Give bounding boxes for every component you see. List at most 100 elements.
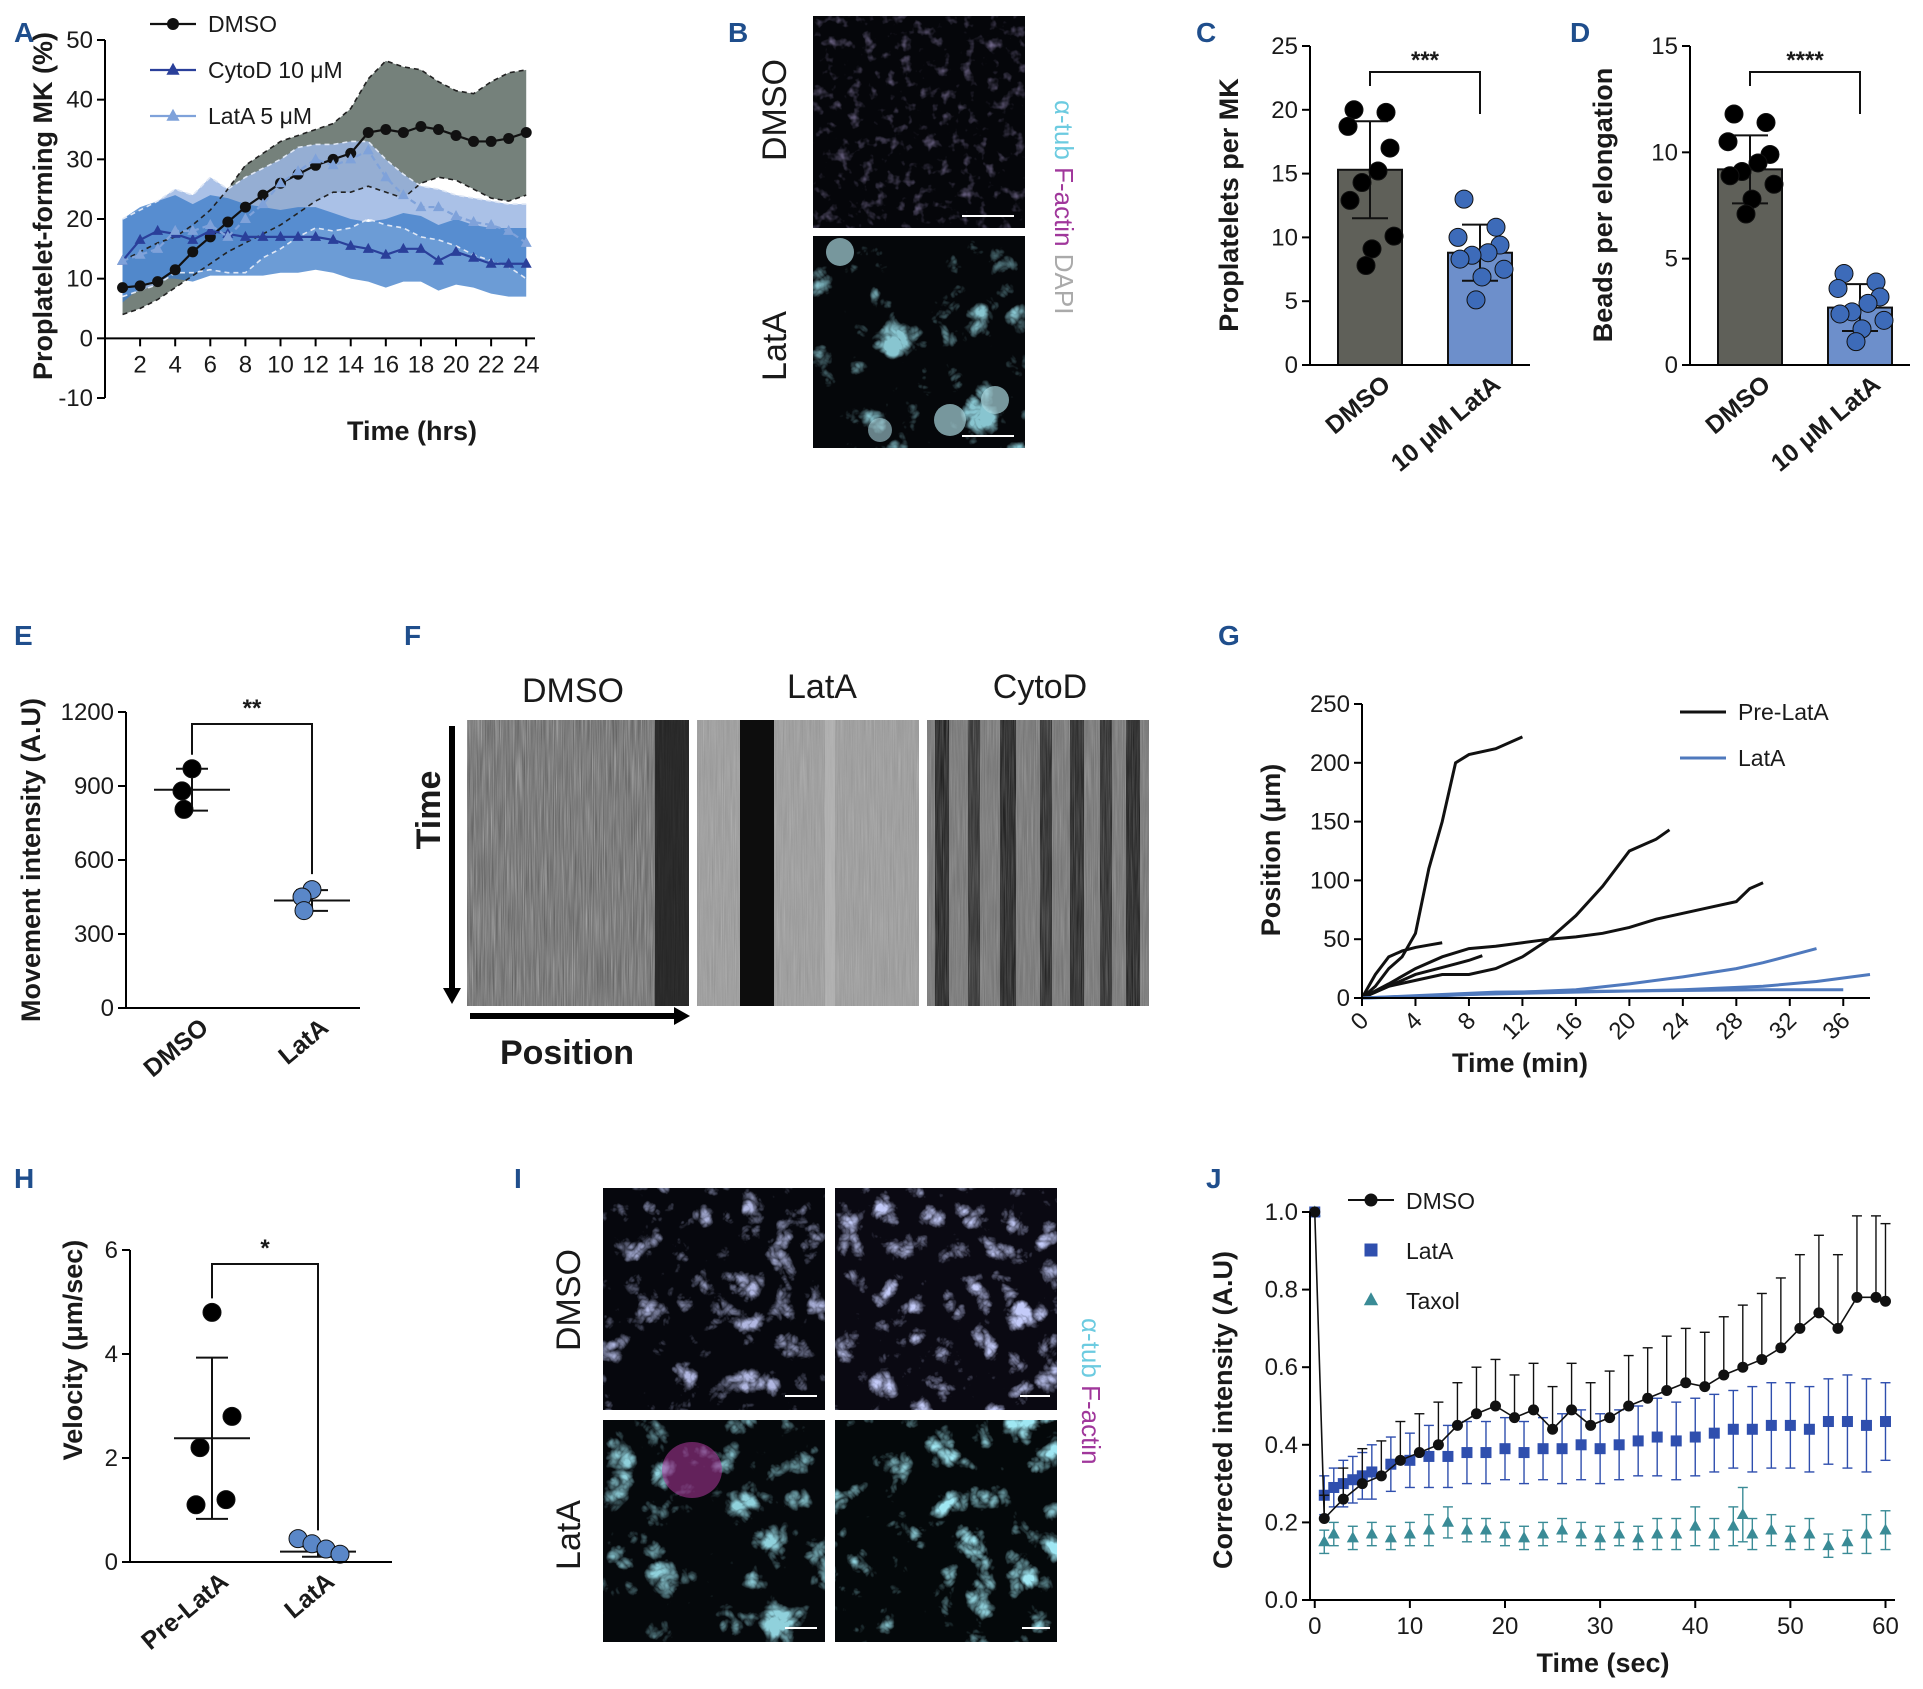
y-tick-label: 900 <box>74 773 114 800</box>
data-point <box>1356 255 1376 275</box>
data-point <box>1441 1515 1454 1527</box>
y-tick-label: 1200 <box>61 699 114 726</box>
panel-letter-f: F <box>404 620 421 651</box>
data-point <box>1537 1443 1549 1455</box>
data-point <box>1366 1466 1378 1478</box>
channel-alpha-tub: α-tub <box>1076 1318 1106 1378</box>
category-label: LatA <box>279 1567 340 1624</box>
data-point <box>330 1544 350 1564</box>
panel-a: A Proplatelet-forming MK (%) Time (hrs) … <box>14 11 540 446</box>
data-point <box>1858 293 1878 313</box>
y-tick-label: 25 <box>1271 33 1298 60</box>
x-tick-label: 18 <box>408 351 435 378</box>
x-tick-label: 28 <box>1711 1007 1749 1045</box>
y-tick-label: 0 <box>80 325 93 352</box>
data-point <box>1764 174 1784 194</box>
data-point <box>503 224 515 235</box>
data-point <box>345 239 357 250</box>
data-point <box>1384 1531 1397 1543</box>
panel-f-time-label: Time <box>410 771 448 850</box>
y-tick-label: 0.8 <box>1265 1277 1298 1304</box>
trace-0 <box>1361 735 1524 1000</box>
data-point <box>468 135 480 147</box>
data-point <box>1670 1527 1683 1539</box>
panel-letter-c: C <box>1196 17 1216 48</box>
data-point <box>1708 1527 1721 1539</box>
panel-b-image-lata <box>813 236 1025 448</box>
panel-f-col-label-lata: LatA <box>787 668 857 706</box>
x-tick-label: 12 <box>302 351 329 378</box>
data-point <box>1879 1523 1892 1535</box>
data-point <box>1756 113 1776 133</box>
data-point <box>1376 102 1396 122</box>
panel-c-y-axis-label: Proplatelets per MK <box>1214 78 1244 332</box>
y-tick-label: 4 <box>105 1341 118 1368</box>
data-point <box>1547 1423 1559 1435</box>
data-point <box>1460 1523 1474 1535</box>
data-point <box>1478 243 1498 263</box>
data-point <box>1689 1519 1702 1531</box>
data-point <box>1813 1307 1825 1319</box>
y-tick-label: 0 <box>1337 985 1350 1012</box>
y-tick-label: 6 <box>105 1237 118 1264</box>
data-point <box>292 230 304 241</box>
data-point <box>1337 1493 1349 1505</box>
y-tick-label: 15 <box>1651 33 1678 60</box>
data-point <box>1775 1342 1787 1354</box>
data-point <box>1432 1439 1444 1451</box>
data-point <box>1822 1539 1835 1551</box>
data-point <box>117 282 129 294</box>
x-tick-label: 20 <box>1604 1007 1642 1045</box>
data-point <box>1736 204 1756 224</box>
y-tick-label: 200 <box>1310 750 1350 777</box>
x-tick-label: 20 <box>1492 1613 1519 1640</box>
data-point <box>1718 1369 1730 1381</box>
data-point <box>1720 166 1740 186</box>
legend-marker <box>166 108 180 121</box>
panel-b-row-label-dmso: DMSO <box>756 59 794 161</box>
panel-j-y-axis-label: Corrected intensity (A.U) <box>1208 1251 1238 1569</box>
data-point <box>397 189 409 200</box>
trace-3 <box>1361 954 1483 1000</box>
data-point <box>152 276 164 288</box>
y-tick-label: 600 <box>74 847 114 874</box>
data-point <box>1632 1435 1644 1447</box>
data-point <box>1362 239 1382 259</box>
data-point <box>1517 1531 1531 1543</box>
y-tick-label: 50 <box>66 27 93 54</box>
data-point <box>397 242 409 253</box>
data-point <box>485 218 497 229</box>
y-tick-label: 30 <box>66 146 93 173</box>
data-point <box>1794 1322 1806 1334</box>
y-tick-label: 0.6 <box>1265 1354 1298 1381</box>
data-point <box>1442 1450 1454 1462</box>
data-point <box>1318 1513 1330 1525</box>
y-tick-label: 0.4 <box>1265 1432 1298 1459</box>
data-point <box>1380 138 1400 158</box>
significance-bracket <box>211 1263 319 1531</box>
data-point <box>152 224 164 235</box>
data-point <box>1680 1377 1692 1389</box>
legend-entry: CytoD 10 μM <box>208 57 343 83</box>
legend-entry: LatA 5 μM <box>208 103 312 129</box>
data-point <box>1832 1322 1844 1334</box>
data-point <box>520 257 532 268</box>
data-point <box>1623 1400 1635 1412</box>
band-border <box>122 176 527 316</box>
data-point <box>1699 1381 1711 1393</box>
y-tick-label: -10 <box>58 385 93 412</box>
data-point <box>1748 153 1768 173</box>
data-point <box>1604 1412 1616 1424</box>
panel-a-y-axis-label: Proplatelet-forming MK (%) <box>28 32 58 380</box>
data-point <box>294 901 314 921</box>
x-tick-label: 4 <box>169 351 182 378</box>
y-tick-label: 5 <box>1285 288 1298 315</box>
panel-e-plot: DMSO LatA 0 300 600 900 1200 ** <box>61 695 360 1083</box>
data-point <box>1724 104 1744 124</box>
data-point <box>503 257 515 268</box>
panel-b-channel-legend: α-tub F-actin DAPI <box>1049 100 1079 314</box>
legend-entry: LatA <box>1406 1238 1454 1264</box>
trace-2 <box>1361 881 1764 1000</box>
